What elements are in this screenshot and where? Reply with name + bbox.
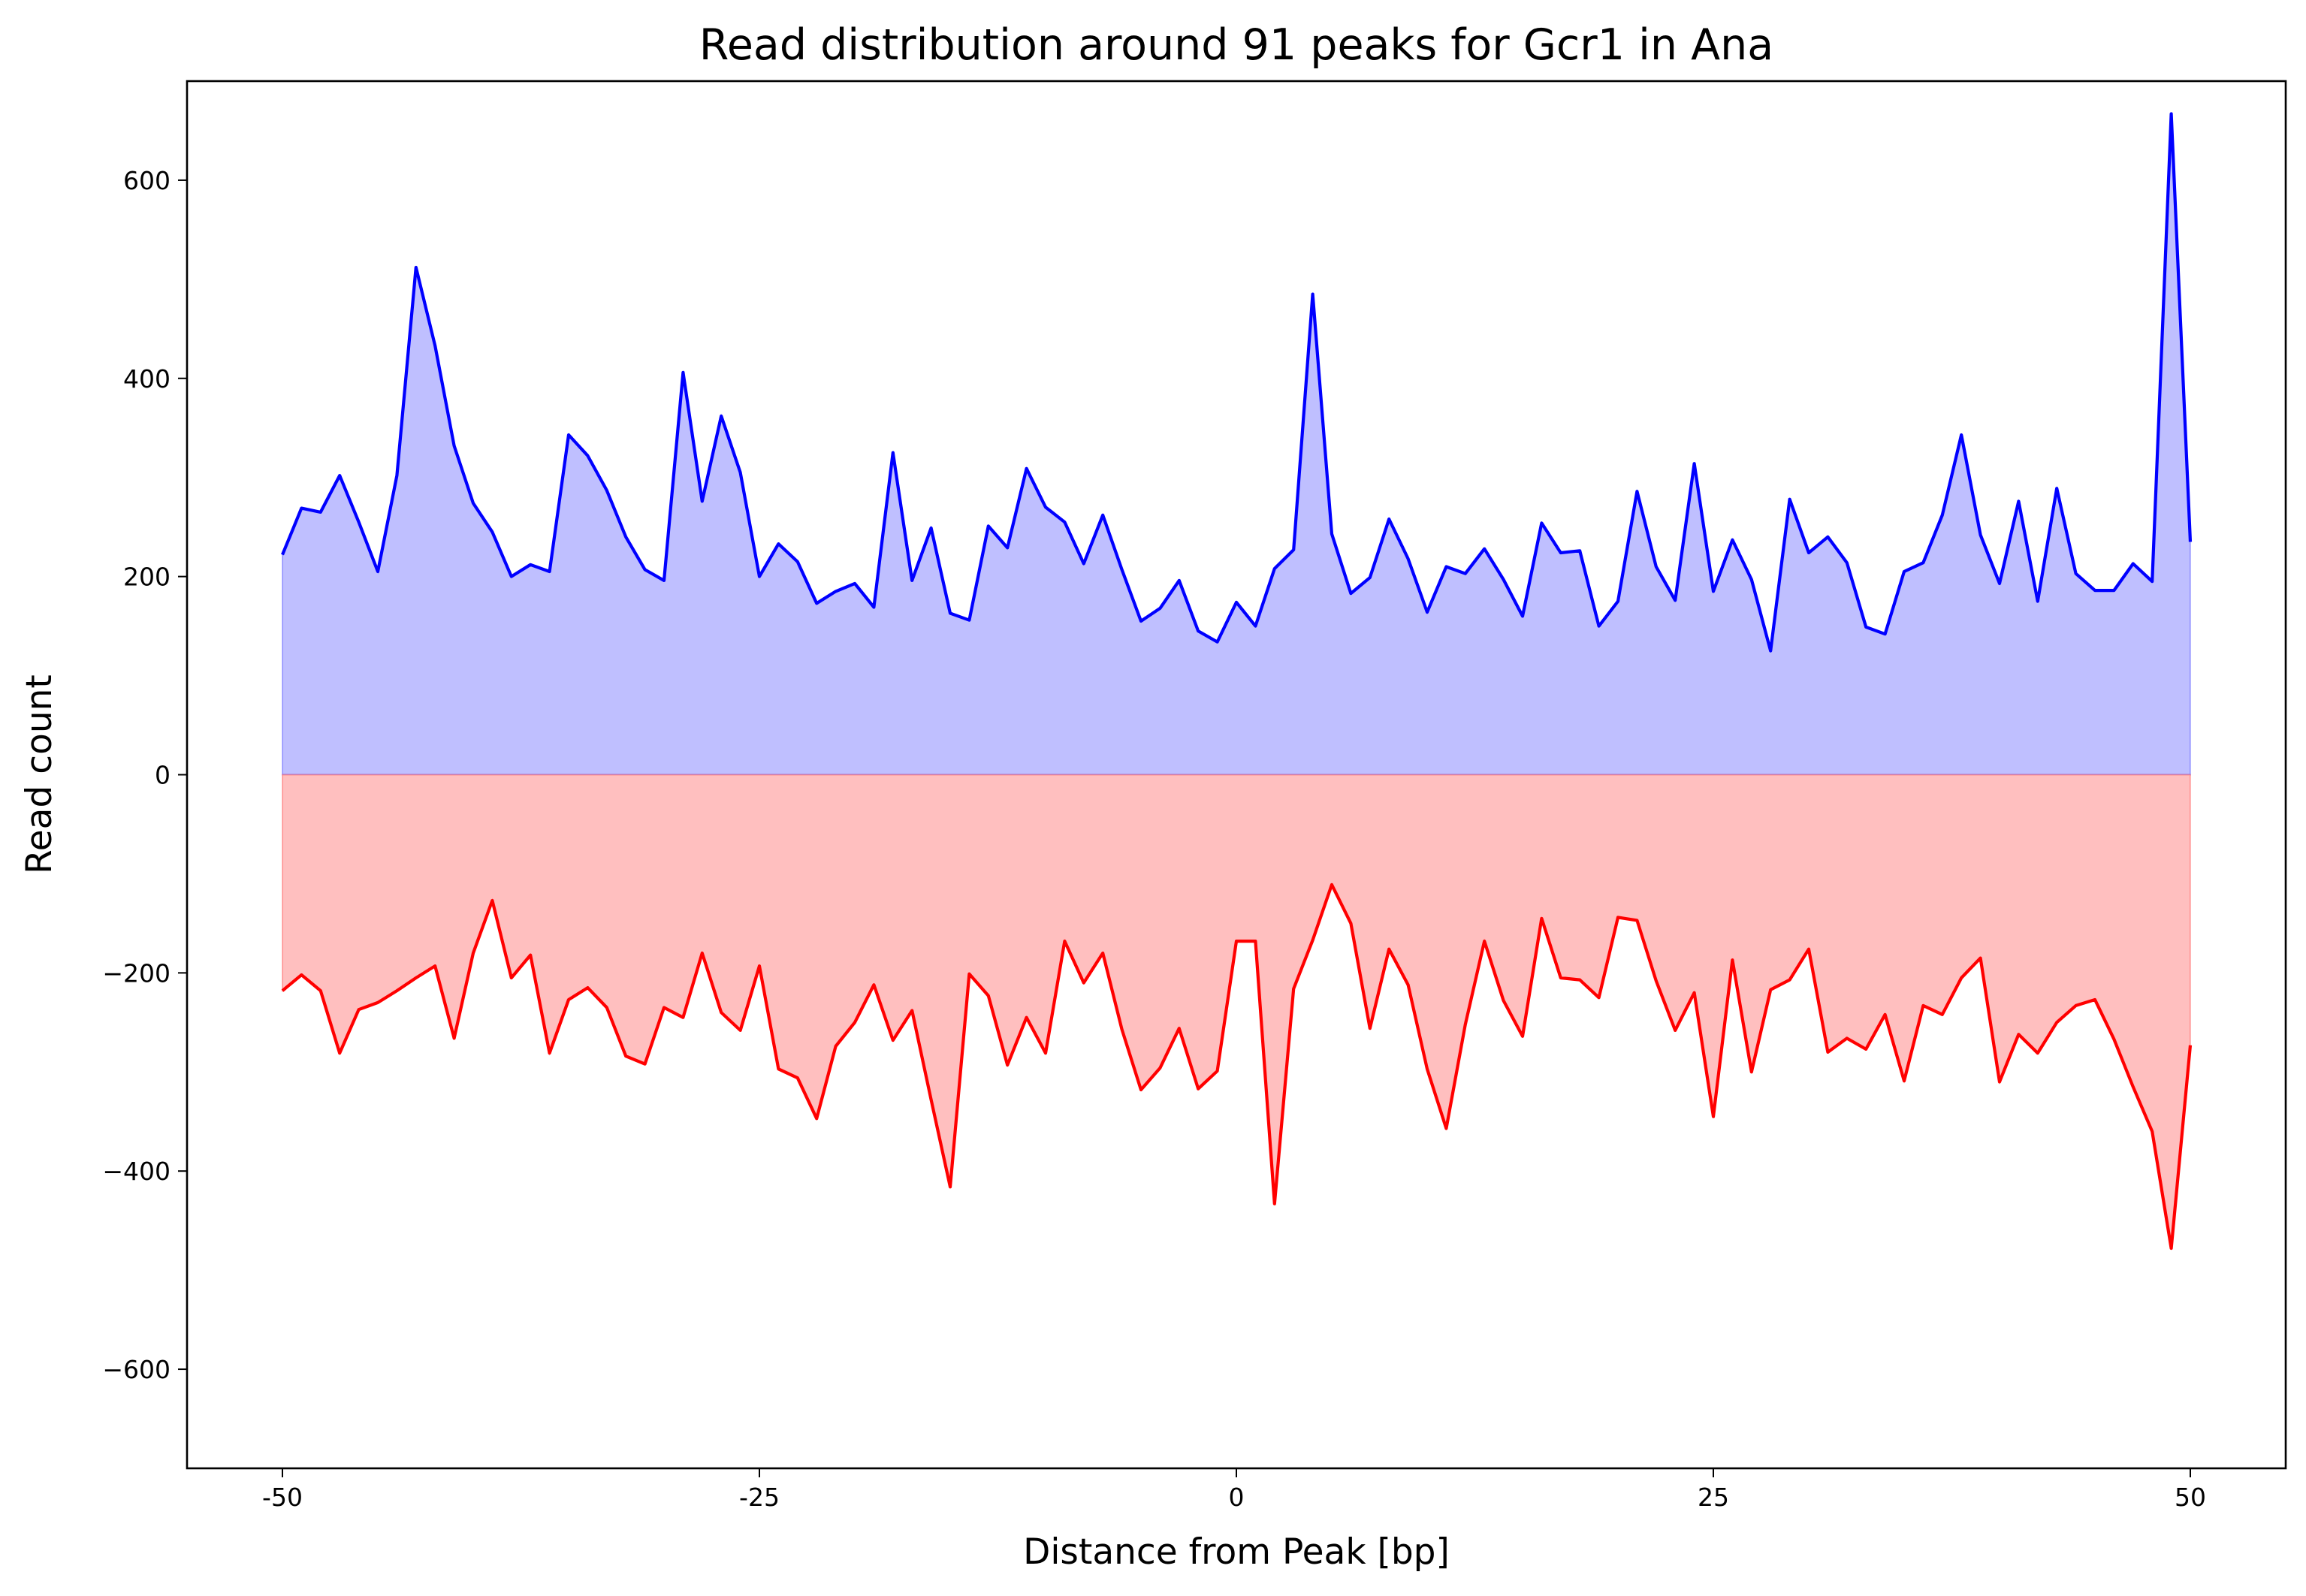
y-tick-label: 0: [155, 761, 171, 790]
x-tick-label: -25: [739, 1483, 780, 1512]
x-tick-label: 25: [1698, 1483, 1729, 1512]
y-tick-label: 600: [123, 166, 171, 195]
chart-title: Read distribution around 91 peaks for Gc…: [699, 20, 1773, 70]
series-1-line: [281, 882, 2193, 1251]
y-tick-label: −600: [102, 1355, 171, 1384]
y-tick-label: 400: [123, 364, 171, 394]
x-tick-label: 0: [1229, 1483, 1245, 1512]
x-axis-ticks: -50 -25 0 25 50: [262, 1468, 2206, 1512]
series-1-area-fill: [282, 774, 2191, 1249]
y-tick-label: −200: [102, 958, 171, 988]
y-axis-label: Read count: [19, 674, 60, 874]
plot-frame: [186, 80, 2287, 1470]
y-axis-ticks: −600 −400 −200 0 200 400 600: [102, 166, 187, 1384]
x-tick-label: -50: [262, 1483, 303, 1512]
x-axis-label: Distance from Peak [bp]: [1023, 1531, 1450, 1573]
y-tick-label: −400: [102, 1157, 171, 1186]
x-tick-label: 50: [2175, 1483, 2206, 1512]
y-tick-label: 200: [123, 563, 171, 592]
series-lines: [281, 112, 2193, 1251]
series-0-line: [281, 112, 2193, 653]
